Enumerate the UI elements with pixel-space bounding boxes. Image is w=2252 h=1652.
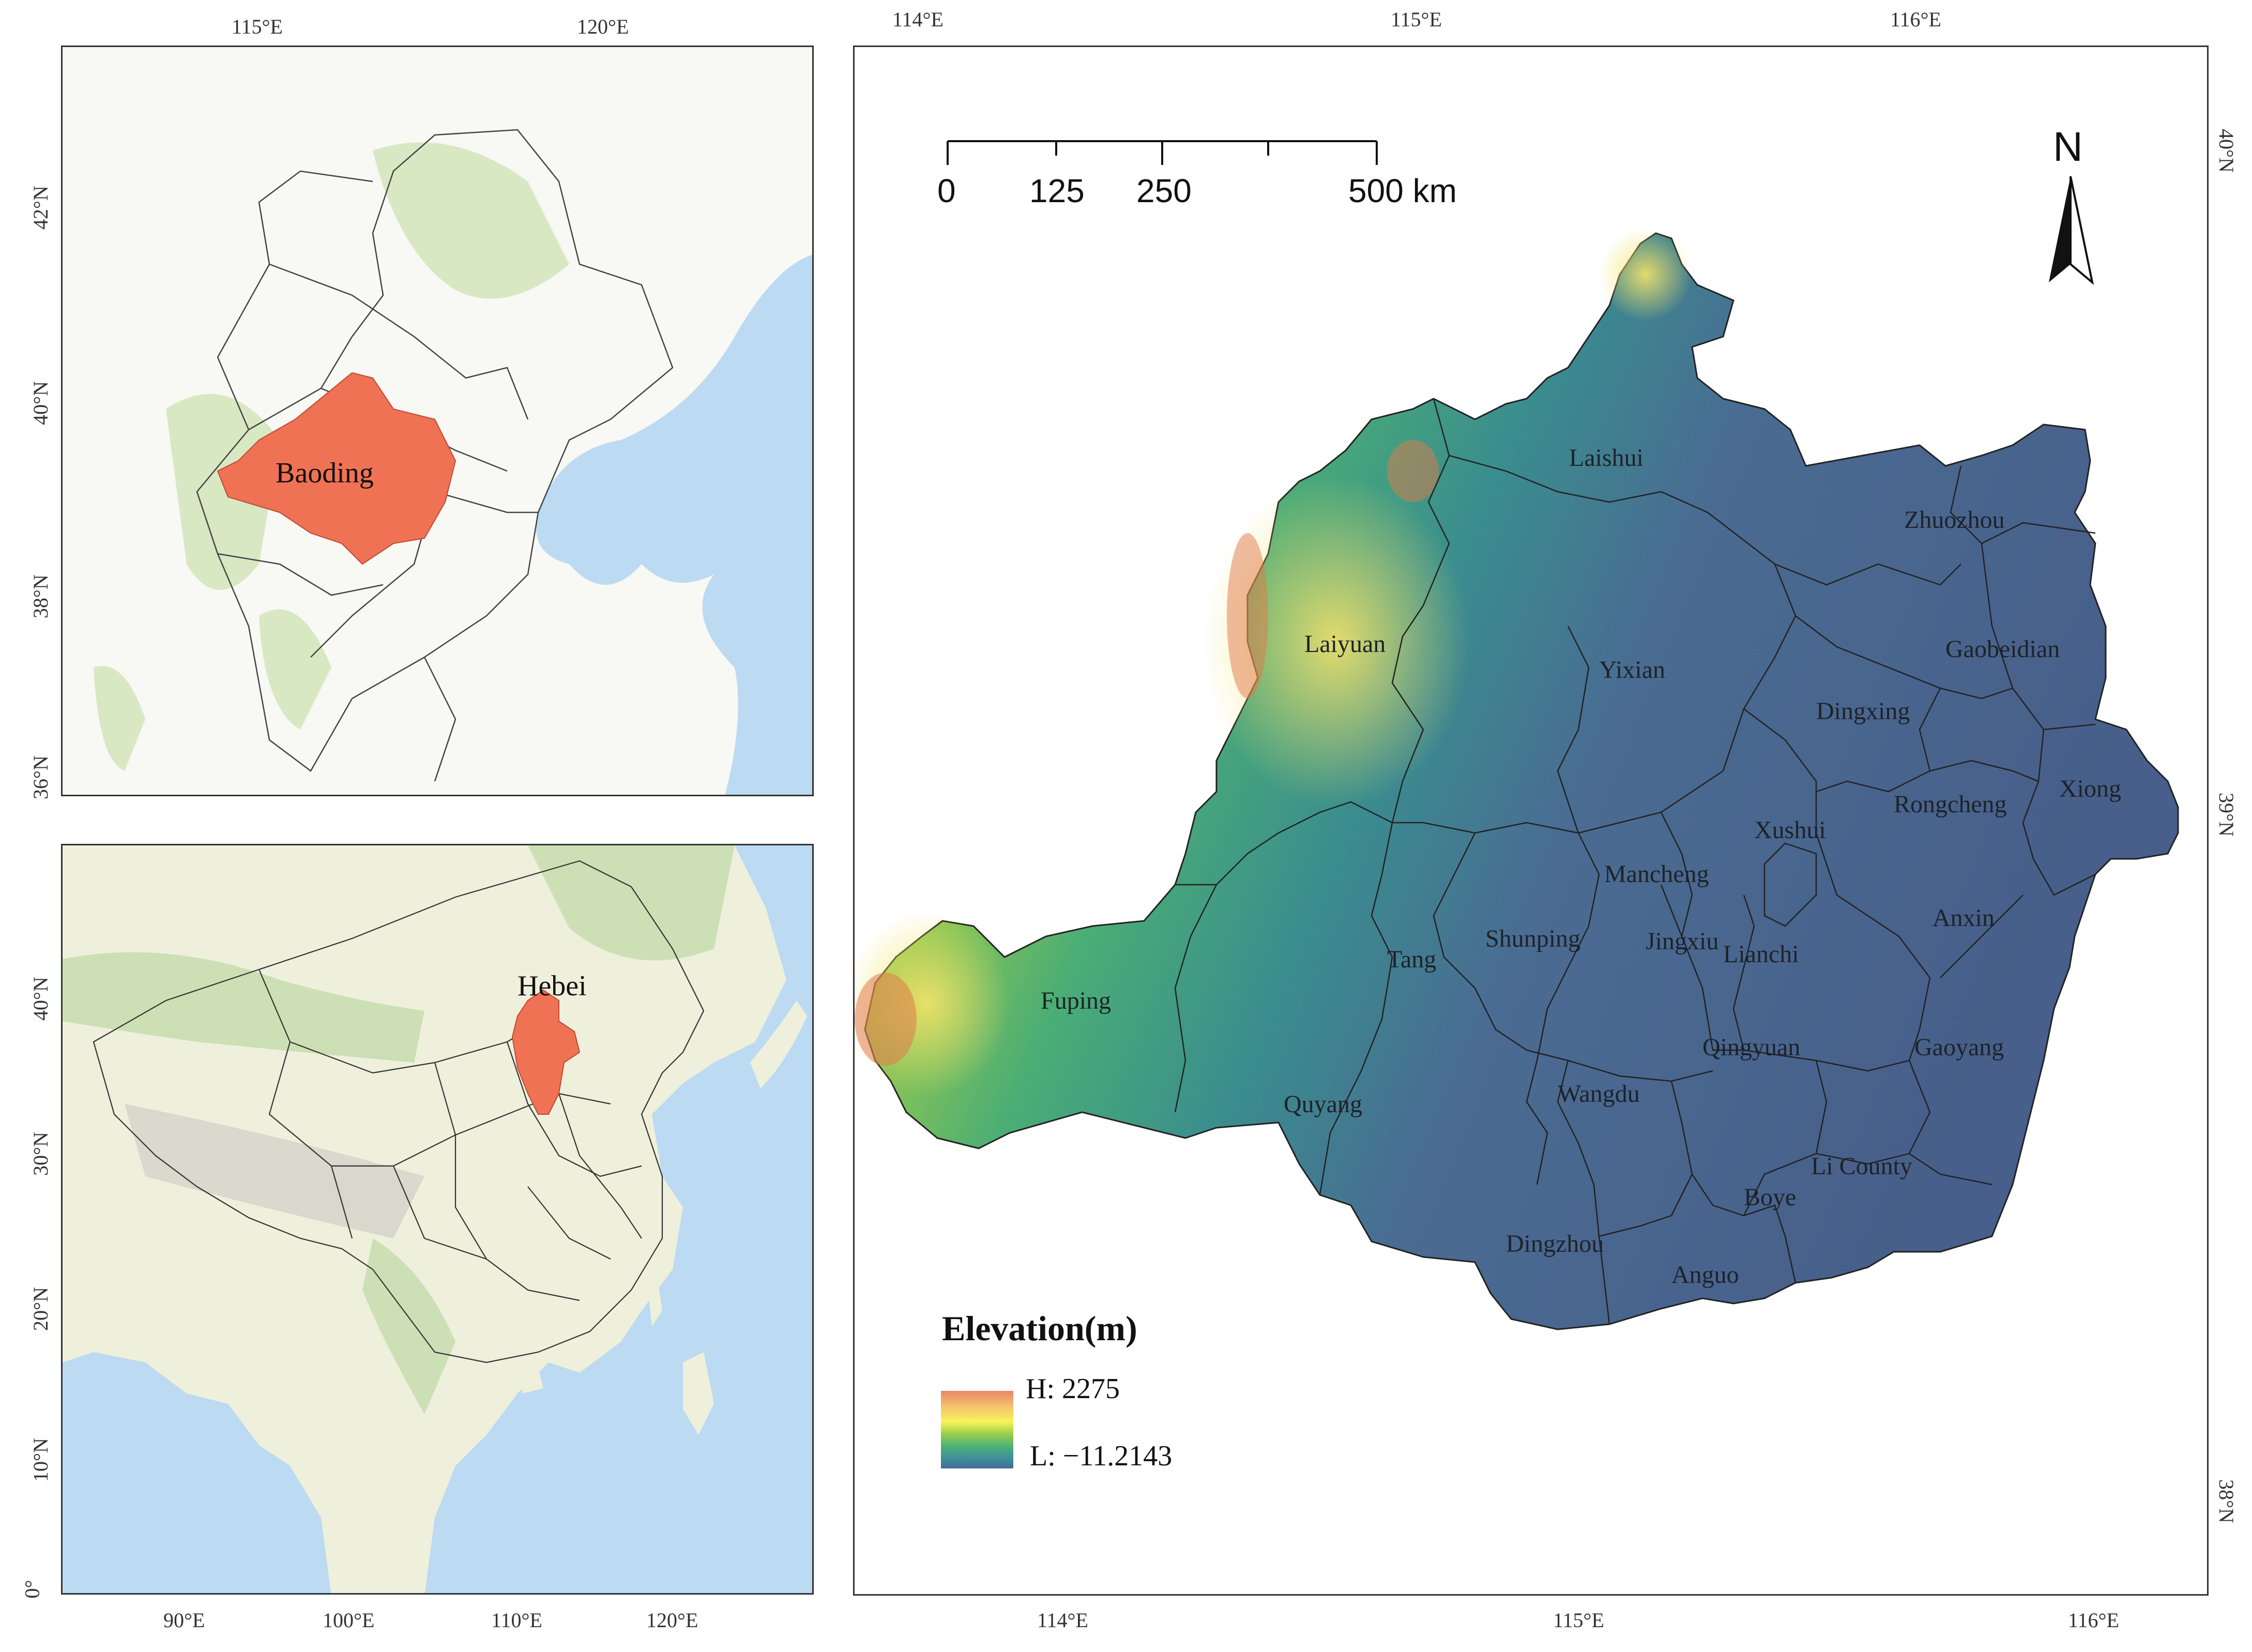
label-qingyuan: Qingyuan: [1702, 1034, 1800, 1061]
label-anxin: Anxin: [1933, 904, 1995, 932]
main-right-y-tick-1: 40°N: [2214, 129, 2238, 173]
inset-bottom-x-tick-4: 120°E: [646, 1609, 698, 1632]
main-bottom-x-tick-3: 116°E: [2068, 1609, 2119, 1632]
inset-top-y-tick-1: 42°N: [28, 186, 52, 230]
label-mancheng: Mancheng: [1604, 860, 1709, 888]
scale-label-250: 250: [1136, 172, 1192, 209]
inset-map-china: Hebei: [61, 844, 814, 1595]
main-top-x-tick-2: 115°E: [1391, 8, 1442, 31]
taiwan: [647, 1275, 662, 1326]
north-arrow-icon: N: [2049, 124, 2094, 285]
main-bottom-x-tick-1: 114°E: [1037, 1609, 1088, 1632]
legend-title: Elevation(m): [942, 1309, 1137, 1348]
scale-label-0: 0: [937, 172, 956, 209]
main-elevation-map: Laishui Zhuozhou Laiyuan Yixian Gaobeidi…: [853, 46, 2209, 1596]
baoding-elevation-area: [864, 232, 2179, 1330]
peak-red-west: [855, 973, 917, 1066]
label-boye: Boye: [1744, 1184, 1796, 1211]
label-gaoyang: Gaoyang: [1914, 1034, 2004, 1061]
label-jingxiu: Jingxiu: [1646, 928, 1718, 955]
main-map-svg: Laishui Zhuozhou Laiyuan Yixian Gaobeidi…: [855, 124, 2179, 1330]
main-bottom-x-tick-2: 115°E: [1553, 1609, 1604, 1632]
terrain-shading: [94, 142, 569, 771]
inset-bottom-y-tick-2: 30°N: [28, 1132, 52, 1176]
label-dingxing: Dingxing: [1816, 698, 1910, 725]
philippines: [683, 1352, 714, 1435]
main-right-y-tick-2: 39°N: [2214, 793, 2238, 837]
elevation-color-ramp: [941, 1391, 1013, 1468]
main-right-y-tick-3: 38°N: [2214, 1479, 2238, 1523]
label-rongcheng: Rongcheng: [1894, 791, 2007, 818]
province-borders: [93, 860, 705, 1363]
inset-top-y-tick-3: 38°N: [28, 574, 52, 618]
inset-bottom-y-tick-5: 0°: [20, 1580, 44, 1599]
peak-red-north: [1227, 533, 1268, 699]
label-gaobeidian: Gaobeidian: [1945, 635, 2060, 663]
main-top-x-tick-1: 114°E: [892, 8, 944, 31]
inset-regional-svg: Baoding: [63, 47, 812, 795]
mountain-glow-laishui: [1599, 228, 1692, 321]
bohai-sea: [536, 254, 812, 795]
inset-top-x-tick-1: 115°E: [232, 15, 283, 38]
japan: [750, 1001, 807, 1088]
hebei-region: [511, 989, 581, 1115]
legend-high-label: H: 2275: [1026, 1373, 1120, 1405]
hainan: [518, 1368, 543, 1393]
label-lianchi: Lianchi: [1723, 941, 1799, 968]
inset-top-x-tick-2: 120°E: [577, 15, 629, 38]
scale-label-500km: 500 km: [1348, 172, 1457, 209]
label-xiong: Xiong: [2059, 775, 2121, 802]
label-fuping: Fuping: [1041, 987, 1111, 1014]
label-quyang: Quyang: [1284, 1090, 1362, 1118]
label-dingzhou: Dingzhou: [1506, 1230, 1604, 1257]
label-wangdu: Wangdu: [1558, 1080, 1640, 1108]
inset-top-y-tick-2: 40°N: [28, 381, 52, 425]
label-xushui: Xushui: [1754, 816, 1826, 844]
label-shunping: Shunping: [1485, 925, 1580, 952]
county-boundaries: [1174, 398, 2096, 1325]
scale-bar: 0 125 250 500 km: [937, 140, 1457, 209]
inset-bottom-x-tick-1: 90°E: [163, 1609, 205, 1632]
inset-map-regional: Baoding: [61, 46, 814, 796]
inset-bottom-x-tick-3: 110°E: [491, 1609, 542, 1632]
inset-bottom-x-tick-2: 100°E: [323, 1609, 375, 1632]
inset-china-svg: Hebei: [63, 845, 812, 1593]
label-zhuozhou: Zhuozhou: [1904, 506, 2005, 534]
scale-label-125: 125: [1029, 172, 1085, 209]
inset-top-y-tick-4: 36°N: [28, 755, 52, 799]
label-laiyuan: Laiyuan: [1304, 630, 1386, 658]
label-li-county: Li County: [1811, 1153, 1912, 1180]
label-anguo: Anguo: [1671, 1261, 1739, 1289]
mountain-glow-laiyuan: [1201, 476, 1470, 807]
label-yixian: Yixian: [1599, 656, 1665, 684]
hebei-label: Hebei: [518, 970, 587, 1002]
baoding-label: Baoding: [276, 457, 374, 489]
inset-bottom-y-tick-3: 20°N: [28, 1287, 52, 1331]
label-laishui: Laishui: [1569, 444, 1644, 472]
inset-bottom-y-tick-4: 10°N: [28, 1438, 52, 1482]
terrain-texture: [63, 845, 735, 1414]
label-tang: Tang: [1387, 946, 1436, 973]
legend-low-label: L: −11.2143: [1030, 1440, 1173, 1472]
main-top-x-tick-3: 116°E: [1890, 8, 1941, 31]
inset-bottom-y-tick-1: 40°N: [28, 977, 52, 1021]
county-labels: Laishui Zhuozhou Laiyuan Yixian Gaobeidi…: [1041, 444, 2121, 1289]
north-arrow-label: N: [2053, 124, 2083, 170]
baoding-region: [217, 372, 457, 565]
peak-red-ne: [1387, 440, 1439, 502]
